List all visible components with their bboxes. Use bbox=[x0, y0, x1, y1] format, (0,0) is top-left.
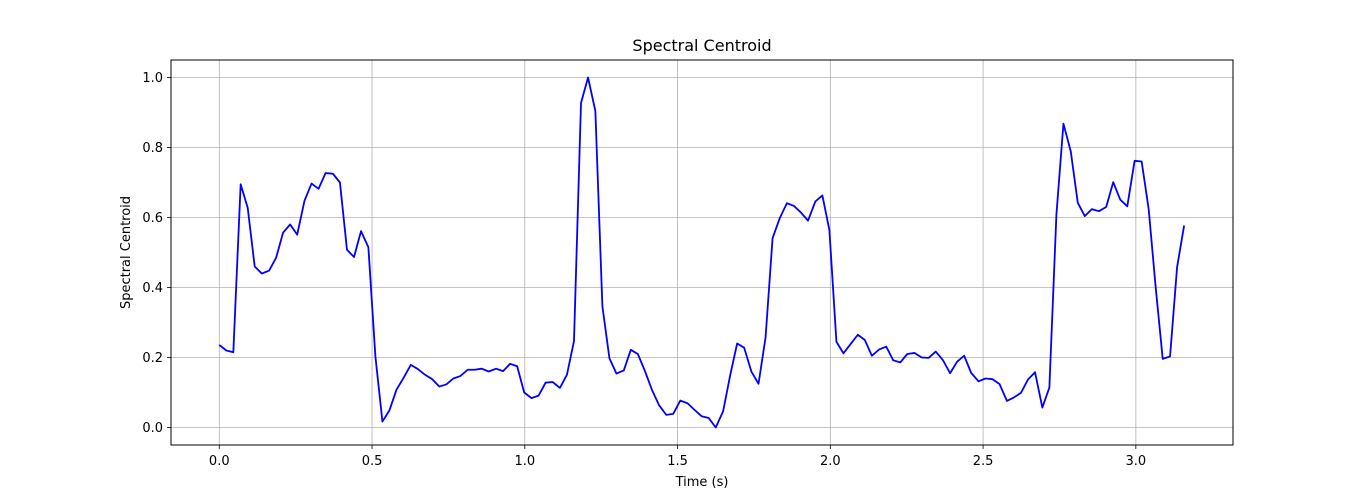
x-axis-ticks: 0.0 0.5 1.0 1.5 2.0 2.5 3.0 bbox=[209, 445, 1146, 469]
x-tick-label: 1.0 bbox=[514, 454, 535, 469]
chart-title: Spectral Centroid bbox=[632, 36, 771, 55]
y-tick-label: 0.2 bbox=[142, 351, 163, 366]
y-tick-label: 0.6 bbox=[142, 211, 163, 226]
y-axis-ticks: 0.0 0.2 0.4 0.6 0.8 1.0 bbox=[142, 71, 171, 436]
series-line bbox=[218, 76, 1186, 429]
x-tick-label: 0.5 bbox=[362, 454, 383, 469]
plot-frame bbox=[170, 59, 1234, 446]
series-group bbox=[218, 76, 1186, 429]
y-tick-label: 0.4 bbox=[142, 281, 163, 296]
x-tick-label: 1.5 bbox=[667, 454, 688, 469]
y-tick-label: 0.0 bbox=[142, 421, 163, 436]
x-tick-label: 2.5 bbox=[973, 454, 994, 469]
x-axis-label: Time (s) bbox=[675, 475, 729, 490]
y-tick-label: 0.8 bbox=[142, 141, 163, 156]
x-tick-label: 3.0 bbox=[1125, 454, 1146, 469]
y-tick-label: 1.0 bbox=[142, 71, 163, 86]
x-tick-label: 2.0 bbox=[820, 454, 841, 469]
y-axis-label: Spectral Centroid bbox=[119, 196, 134, 309]
x-tick-label: 0.0 bbox=[209, 454, 230, 469]
